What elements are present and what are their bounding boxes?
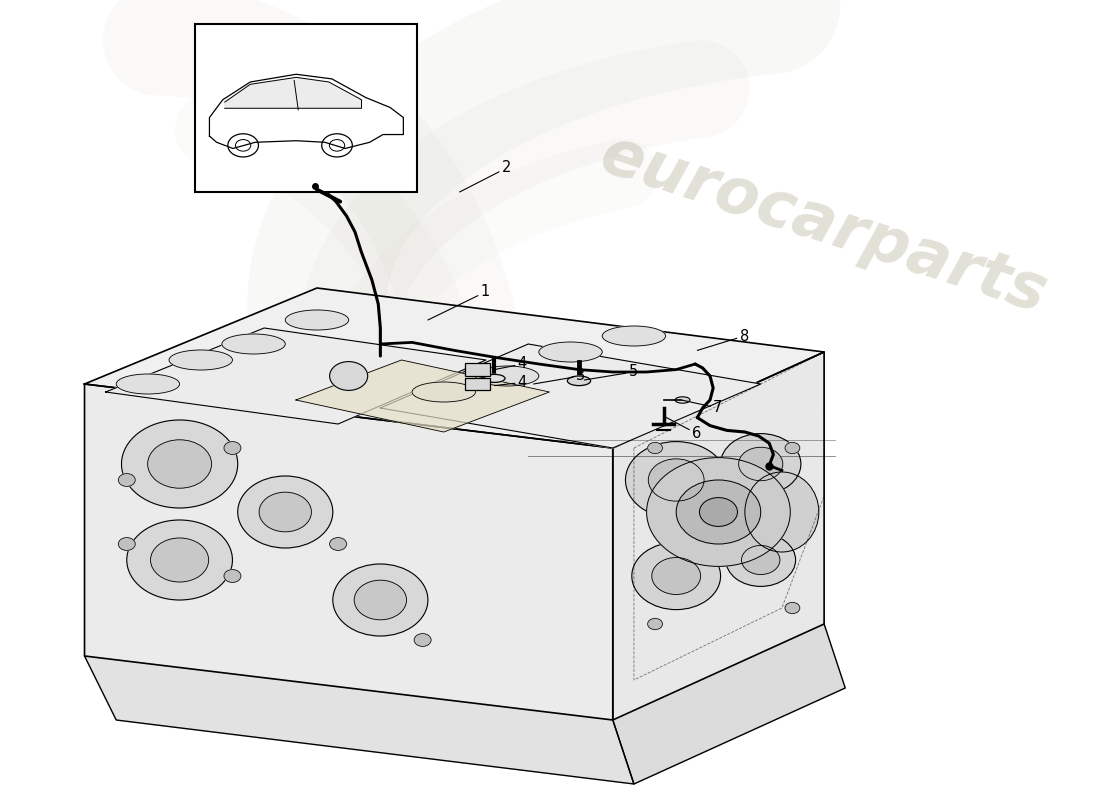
Ellipse shape: [675, 397, 690, 403]
Circle shape: [785, 602, 800, 614]
Text: 5: 5: [584, 365, 638, 380]
Circle shape: [147, 440, 211, 488]
Ellipse shape: [568, 376, 591, 386]
Ellipse shape: [412, 382, 475, 402]
Circle shape: [330, 538, 346, 550]
Circle shape: [224, 570, 241, 582]
Circle shape: [626, 442, 727, 518]
Circle shape: [648, 459, 704, 501]
Circle shape: [224, 442, 241, 454]
Circle shape: [720, 434, 801, 494]
Circle shape: [676, 480, 761, 544]
Bar: [196, 24, 417, 192]
Circle shape: [415, 634, 431, 646]
Ellipse shape: [117, 374, 179, 394]
Polygon shape: [613, 352, 824, 720]
Ellipse shape: [484, 374, 505, 382]
Circle shape: [726, 534, 795, 586]
Ellipse shape: [602, 326, 666, 346]
Ellipse shape: [222, 334, 285, 354]
Circle shape: [652, 558, 701, 594]
Circle shape: [333, 564, 428, 636]
Ellipse shape: [475, 366, 539, 386]
Text: 3: 3: [534, 369, 585, 384]
Circle shape: [785, 442, 800, 454]
Circle shape: [648, 442, 662, 454]
Circle shape: [354, 580, 407, 620]
Polygon shape: [224, 78, 362, 108]
Polygon shape: [85, 288, 824, 448]
Ellipse shape: [745, 472, 818, 552]
Text: 4: 4: [495, 375, 527, 390]
Polygon shape: [85, 656, 634, 784]
Polygon shape: [381, 344, 761, 448]
Circle shape: [741, 546, 780, 574]
Circle shape: [330, 362, 367, 390]
Text: a passion for parts since 1985: a passion for parts since 1985: [411, 611, 688, 717]
Text: eurocarparts: eurocarparts: [593, 122, 1055, 326]
Circle shape: [238, 476, 333, 548]
Circle shape: [738, 447, 783, 481]
Circle shape: [119, 538, 135, 550]
Polygon shape: [106, 328, 486, 424]
Circle shape: [126, 520, 232, 600]
Circle shape: [260, 492, 311, 532]
Text: 6: 6: [663, 416, 702, 441]
Circle shape: [121, 420, 238, 508]
Text: 1: 1: [428, 285, 490, 320]
Ellipse shape: [539, 342, 602, 362]
Circle shape: [700, 498, 737, 526]
FancyBboxPatch shape: [465, 378, 491, 390]
Text: 4: 4: [495, 357, 527, 371]
Polygon shape: [85, 384, 613, 720]
Text: 7: 7: [682, 400, 723, 415]
Polygon shape: [296, 360, 549, 432]
Circle shape: [647, 458, 790, 566]
Circle shape: [631, 542, 720, 610]
Text: 8: 8: [697, 329, 749, 350]
Ellipse shape: [169, 350, 232, 370]
FancyBboxPatch shape: [465, 363, 491, 376]
Ellipse shape: [285, 310, 349, 330]
Circle shape: [648, 618, 662, 630]
Circle shape: [151, 538, 209, 582]
Text: 2: 2: [460, 161, 512, 192]
Circle shape: [119, 474, 135, 486]
Polygon shape: [613, 624, 845, 784]
